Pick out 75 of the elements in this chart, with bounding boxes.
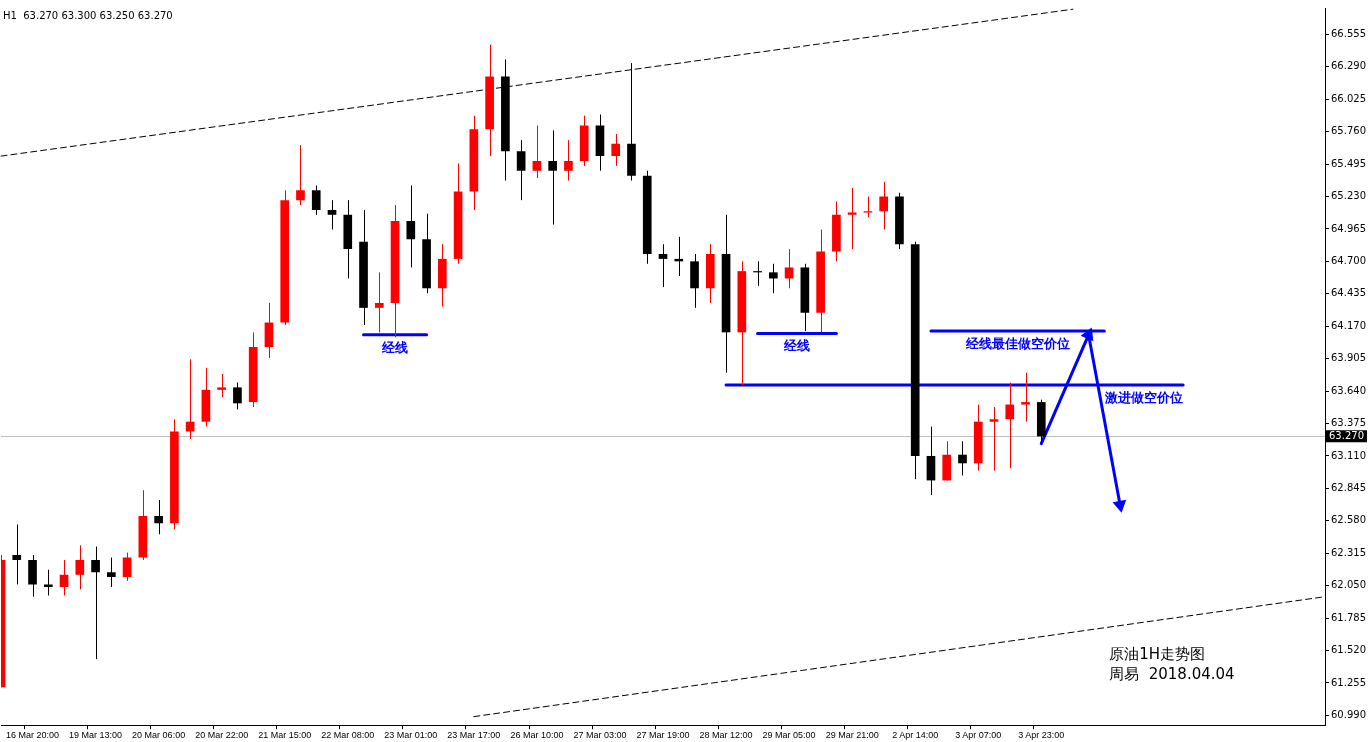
y-tick-label: 64.435	[1331, 287, 1367, 299]
x-tick-label: 3 Apr 23:00	[1018, 730, 1065, 741]
x-tick-label: 27 Mar 19:00	[636, 730, 690, 741]
x-tick-label: 22 Mar 08:00	[321, 730, 375, 741]
candlestick	[107, 557, 116, 588]
x-tick-label: 20 Mar 06:00	[132, 730, 186, 741]
x-tick-label: 2 Apr 14:00	[892, 730, 939, 741]
candlestick	[91, 546, 100, 660]
series-label: 激进做空价位	[1103, 389, 1183, 405]
y-tick-label: 65.495	[1331, 157, 1367, 169]
candlestick	[12, 523, 22, 585]
x-tick-label: 3 Apr 07:00	[955, 730, 1002, 741]
candlestick	[296, 144, 305, 206]
x-tick-label: 28 Mar 12:00	[699, 730, 753, 741]
candlestick	[847, 187, 857, 250]
candlestick	[658, 243, 668, 288]
candlestick	[374, 271, 384, 333]
candlestick	[43, 569, 53, 596]
y-tick-label: 66.025	[1331, 92, 1367, 104]
y-tick-label: 60.990	[1331, 709, 1367, 720]
ref-line-label: 63.270	[1329, 429, 1365, 441]
x-tick-label: 29 Mar 05:00	[762, 730, 816, 741]
candlestick	[311, 184, 321, 216]
candlestick	[154, 499, 163, 535]
candlestick	[958, 440, 967, 477]
chart-title: H1 63.270 63.300 63.250 63.270	[3, 9, 173, 21]
x-tick-label: 20 Mar 22:00	[195, 730, 249, 741]
y-tick-label: 61.255	[1331, 676, 1367, 688]
x-tick-label: 27 Mar 03:00	[573, 730, 627, 741]
y-tick-label: 65.760	[1331, 125, 1367, 137]
y-tick-label: 66.555	[1331, 27, 1367, 39]
annotation: 原油1H走势图	[1109, 644, 1206, 663]
candlestick	[233, 382, 242, 410]
candlestick	[217, 373, 226, 398]
x-tick-label: 26 Mar 10:00	[510, 730, 564, 741]
y-tick-label: 64.700	[1331, 254, 1367, 266]
y-tick-label: 63.640	[1331, 384, 1367, 396]
candlestick	[75, 544, 85, 590]
candlestick	[769, 263, 778, 294]
candlestick	[879, 181, 889, 231]
candlestick	[406, 184, 416, 268]
candlestick	[516, 139, 526, 201]
series-label: 经线	[381, 339, 409, 355]
candlestick	[327, 199, 337, 231]
y-tick-label: 62.315	[1331, 546, 1367, 558]
candlestick	[611, 133, 621, 167]
x-tick-label: 23 Mar 01:00	[384, 730, 438, 741]
y-tick-label: 66.290	[1331, 60, 1367, 72]
x-tick-label: 19 Mar 13:00	[69, 730, 123, 741]
candlestick	[548, 129, 558, 226]
y-tick-label: 63.375	[1331, 417, 1367, 429]
y-tick-label: 61.520	[1331, 644, 1367, 656]
y-tick-label: 61.785	[1331, 611, 1367, 623]
y-tick-label: 63.905	[1331, 352, 1367, 364]
candlestick	[59, 559, 69, 596]
x-tick-label: 16 Mar 20:00	[6, 730, 60, 741]
x-tick-label: 23 Mar 17:00	[447, 730, 501, 741]
candlestick	[564, 139, 573, 182]
candlestick	[784, 248, 794, 289]
y-tick-label: 62.580	[1331, 514, 1367, 526]
y-tick-label: 62.050	[1331, 579, 1367, 591]
candlestick	[1021, 372, 1030, 423]
y-tick-label: 62.845	[1331, 481, 1367, 493]
x-tick-label: 21 Mar 15:00	[258, 730, 312, 741]
y-tick-label: 63.110	[1331, 449, 1367, 461]
candlestick	[989, 406, 999, 472]
candlestick	[1005, 382, 1015, 469]
y-tick-label: 64.170	[1331, 319, 1367, 331]
series-label: 经线	[782, 338, 810, 354]
y-tick-label: 65.230	[1331, 190, 1367, 202]
x-tick-label: 29 Mar 21:00	[825, 730, 879, 741]
y-tick-label: 64.965	[1331, 222, 1367, 234]
series-label: 经线最佳做空价位	[964, 335, 1070, 351]
candlestick	[532, 124, 542, 179]
annotation: 周易 2018.04.04	[1109, 664, 1235, 683]
